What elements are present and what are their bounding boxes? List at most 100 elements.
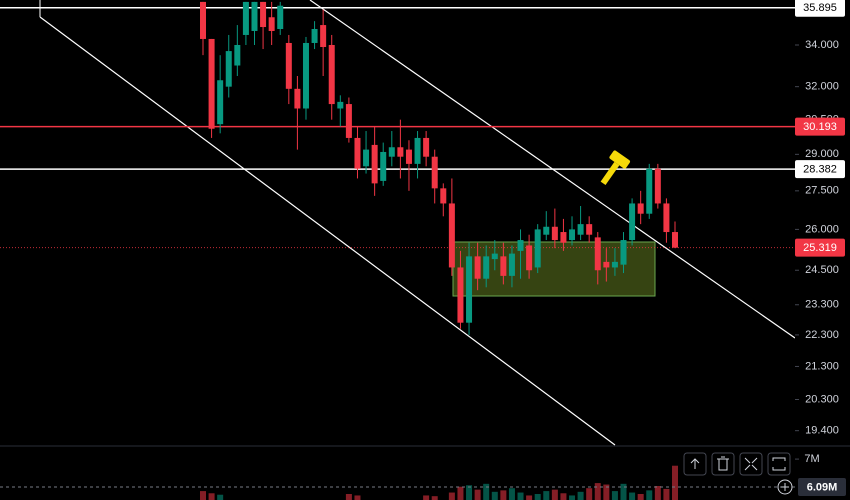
candle-body — [594, 237, 601, 271]
candle-body — [251, 1, 258, 31]
level-label: 25.319 — [803, 242, 837, 254]
candle-body — [397, 147, 404, 157]
candle-body — [637, 203, 644, 214]
y-tick-label: 23.300 — [805, 299, 839, 311]
levels — [0, 6, 795, 249]
y-tick-label: 34.000 — [805, 39, 839, 51]
candle-body — [474, 256, 481, 279]
y-tick-label: 20.300 — [805, 393, 839, 405]
candle-body — [380, 151, 387, 181]
volume-bar — [431, 496, 438, 500]
level-label: 35.895 — [803, 2, 837, 14]
y-tick-label: 19.400 — [805, 425, 839, 437]
candle-body — [260, 1, 267, 28]
candle-body — [388, 147, 395, 157]
maximize-button[interactable] — [767, 452, 791, 476]
candle-body — [586, 224, 593, 235]
volume-bar — [517, 492, 524, 500]
volume-bar — [526, 495, 533, 500]
volume-bar — [654, 486, 661, 500]
candle-body — [200, 1, 206, 39]
volume-bar — [551, 489, 558, 500]
candle-body — [242, 1, 249, 35]
candle-body — [543, 226, 550, 235]
candle-body — [620, 240, 627, 265]
candle-body — [311, 29, 318, 43]
candle-body — [491, 253, 498, 260]
volume-bar — [560, 493, 567, 500]
y-tick-label: 27.500 — [805, 185, 839, 197]
candle-body — [457, 267, 464, 323]
volume-bar — [577, 491, 584, 500]
candle-body — [654, 168, 661, 204]
volume-pane — [200, 465, 678, 500]
volume-bar — [603, 484, 610, 500]
volume-last-label: 6.09M — [807, 481, 838, 493]
volume-bar — [629, 492, 636, 500]
candle-body — [551, 226, 558, 241]
candle-body — [337, 101, 344, 109]
volume-bar — [508, 488, 515, 500]
candle-body — [208, 38, 215, 129]
level-label: 28.382 — [803, 164, 837, 176]
y-tick-label: 29.000 — [805, 148, 839, 160]
hammer-icon — [600, 150, 630, 186]
level-label: 30.193 — [803, 121, 837, 133]
candle-body — [405, 149, 412, 164]
candle-body — [345, 104, 352, 138]
candle-body — [663, 203, 670, 233]
level-label-box — [795, 117, 845, 136]
candle-body — [423, 137, 430, 157]
candle-body — [646, 168, 653, 214]
candle-body — [508, 253, 515, 276]
candle-body — [517, 240, 524, 251]
add-button[interactable] — [777, 479, 793, 495]
candle-body — [328, 44, 335, 105]
scroll-up-button[interactable] — [683, 452, 707, 476]
volume-bar — [457, 486, 464, 500]
candle-body — [534, 229, 541, 268]
volume-bar — [569, 495, 576, 500]
volume-bar — [672, 465, 678, 500]
volume-bar — [200, 491, 206, 500]
volume-bar — [208, 493, 215, 500]
volume-bar — [354, 495, 361, 500]
candle-body — [466, 256, 473, 323]
volume-bar — [620, 483, 627, 500]
price-axis: 34.00032.00030.50029.00027.50026.00024.5… — [795, 0, 845, 465]
volume-tick-label: 7M — [804, 453, 819, 465]
y-tick-label: 24.500 — [805, 264, 839, 276]
candle-body — [354, 137, 361, 169]
volume-bar — [611, 491, 618, 500]
level-label-box — [795, 160, 845, 179]
candle-body — [603, 261, 610, 268]
volume-bar — [345, 494, 352, 500]
y-tick-label: 32.000 — [805, 81, 839, 93]
candle-body — [371, 144, 378, 184]
candles — [200, 1, 678, 335]
candle-body — [414, 137, 421, 164]
candle-body — [569, 229, 576, 241]
volume-bar — [534, 494, 541, 500]
collapse-button[interactable] — [739, 452, 763, 476]
candle-body — [629, 203, 636, 241]
candle-body — [234, 44, 241, 66]
candle-body — [302, 42, 309, 109]
candle-body — [560, 232, 567, 243]
delete-button[interactable] — [711, 452, 735, 476]
candle-body — [500, 256, 507, 276]
volume-bar — [423, 495, 430, 500]
volume-label-box — [798, 478, 846, 496]
candle-body — [577, 224, 584, 235]
candle-body — [672, 232, 678, 248]
volume-bar — [448, 492, 455, 500]
candle-body — [277, 5, 284, 30]
candle-body — [363, 149, 370, 167]
volume-bar — [663, 488, 670, 500]
y-tick-label: 26.000 — [805, 223, 839, 235]
level-label-box — [795, 0, 845, 17]
toolbar — [683, 452, 793, 495]
candle-body — [448, 203, 455, 268]
